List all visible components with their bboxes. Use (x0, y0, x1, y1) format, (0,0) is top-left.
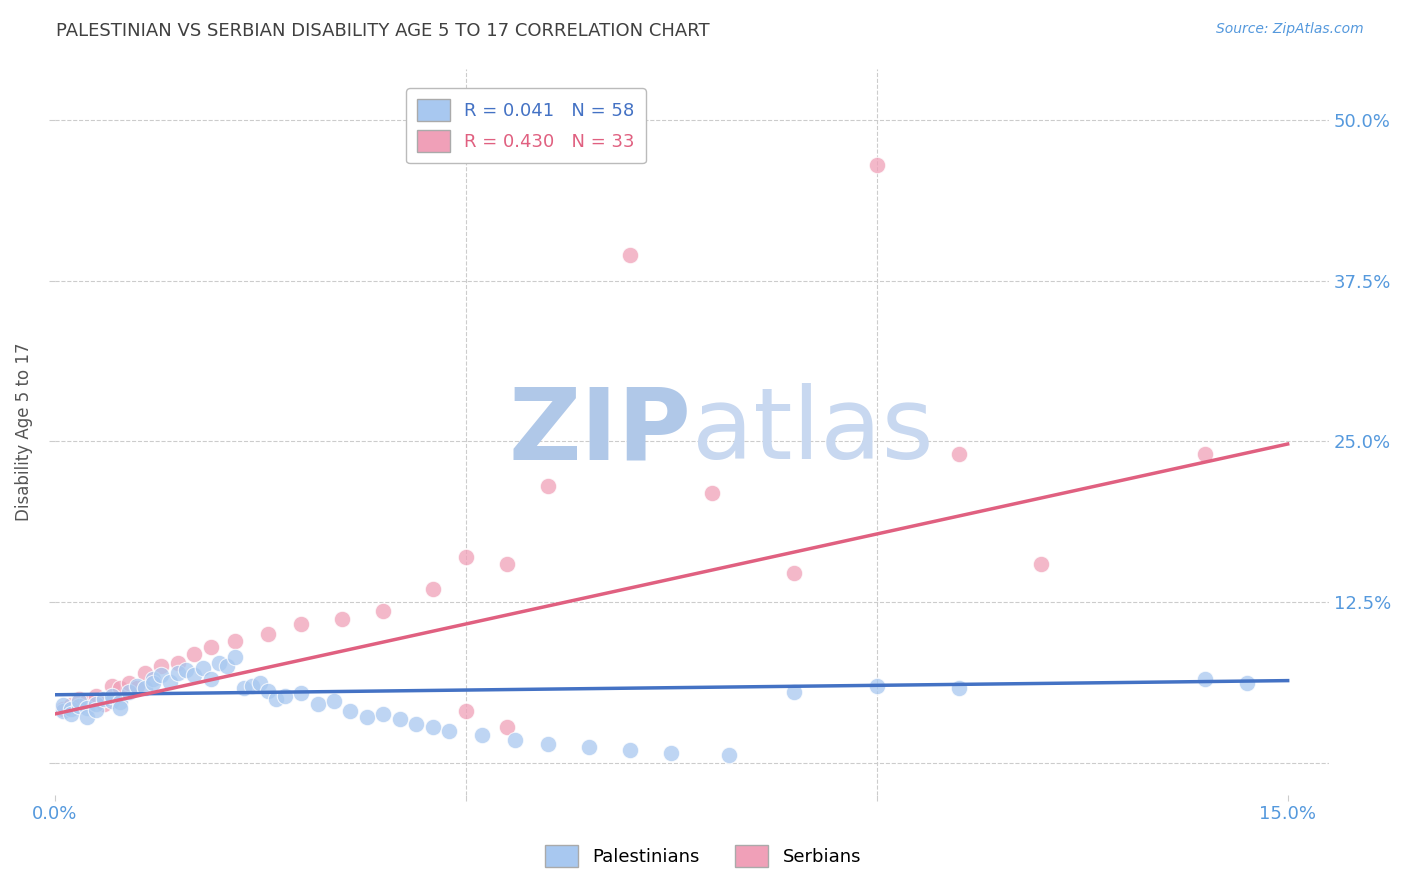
Point (142, 676, 165, 690)
Point (454, 705, 477, 719)
Point (93, 697, 115, 711)
Point (471, 728, 494, 742)
Point (52, 702, 75, 716)
Y-axis label: Disability Age 5 to 17: Disability Age 5 to 17 (15, 343, 32, 521)
Point (865, 158, 887, 172)
Point (232, 681, 254, 696)
Point (117, 685, 139, 699)
Point (224, 633, 246, 648)
Point (84, 697, 107, 711)
Point (76, 700, 98, 714)
Point (125, 681, 148, 696)
Point (783, 685, 806, 699)
Point (249, 676, 271, 690)
Point (67, 691, 90, 706)
Point (257, 684, 280, 698)
Point (388, 712, 411, 726)
Point (93, 691, 115, 706)
Text: Source: ZipAtlas.com: Source: ZipAtlas.com (1216, 22, 1364, 37)
Point (183, 668, 205, 682)
Point (150, 668, 173, 682)
Point (166, 665, 188, 680)
Point (134, 665, 156, 680)
Point (134, 681, 156, 696)
Point (101, 694, 124, 708)
Point (52, 698, 75, 712)
Point (191, 661, 214, 675)
Point (495, 557, 517, 571)
Point (67, 699, 90, 714)
Point (1194, 447, 1216, 461)
Point (200, 673, 222, 687)
Point (183, 647, 205, 661)
Point (84, 703, 107, 717)
Point (84, 689, 107, 703)
Point (217, 659, 239, 673)
Point (1236, 676, 1258, 690)
Point (1029, 557, 1052, 571)
Point (537, 737, 560, 751)
Point (422, 582, 444, 597)
Point (495, 720, 517, 734)
Point (110, 700, 132, 714)
Point (307, 697, 329, 711)
Point (702, 486, 724, 500)
Point (503, 732, 526, 747)
Legend: Palestinians, Serbians: Palestinians, Serbians (538, 838, 868, 874)
Point (110, 681, 132, 696)
Point (76, 694, 98, 708)
Point (783, 566, 806, 580)
Point (101, 689, 124, 703)
Point (356, 709, 378, 723)
Point (422, 720, 444, 734)
Point (1194, 673, 1216, 687)
Point (619, 743, 641, 757)
Point (224, 650, 246, 665)
Point (339, 705, 361, 719)
Text: ZIP: ZIP (509, 384, 692, 480)
Point (717, 748, 740, 763)
Point (125, 679, 148, 693)
Point (323, 694, 346, 708)
Point (110, 696, 132, 710)
Point (159, 674, 181, 689)
Point (373, 604, 395, 618)
Point (266, 691, 288, 706)
Point (76, 709, 98, 723)
Point (67, 694, 90, 708)
Point (330, 612, 353, 626)
Point (52, 705, 75, 719)
Point (405, 717, 427, 731)
Point (208, 656, 231, 670)
Point (101, 679, 124, 693)
Point (619, 248, 641, 262)
Point (578, 740, 600, 755)
Point (373, 707, 395, 722)
Point (437, 723, 460, 738)
Point (59, 707, 82, 722)
Point (166, 656, 188, 670)
Point (273, 689, 295, 703)
Point (150, 659, 173, 673)
Point (454, 550, 477, 565)
Point (117, 676, 139, 690)
Point (290, 617, 312, 632)
Text: atlas: atlas (692, 384, 934, 480)
Legend: R = 0.041   N = 58, R = 0.430   N = 33: R = 0.041 N = 58, R = 0.430 N = 33 (406, 88, 645, 163)
Point (865, 679, 887, 693)
Point (659, 746, 682, 760)
Text: PALESTINIAN VS SERBIAN DISABILITY AGE 5 TO 17 CORRELATION CHART: PALESTINIAN VS SERBIAN DISABILITY AGE 5 … (56, 22, 710, 40)
Point (537, 479, 560, 493)
Point (59, 702, 82, 716)
Point (174, 663, 197, 677)
Point (290, 686, 312, 700)
Point (948, 681, 970, 696)
Point (59, 698, 82, 712)
Point (142, 673, 165, 687)
Point (257, 627, 280, 641)
Point (240, 679, 263, 693)
Point (200, 640, 222, 655)
Point (948, 447, 970, 461)
